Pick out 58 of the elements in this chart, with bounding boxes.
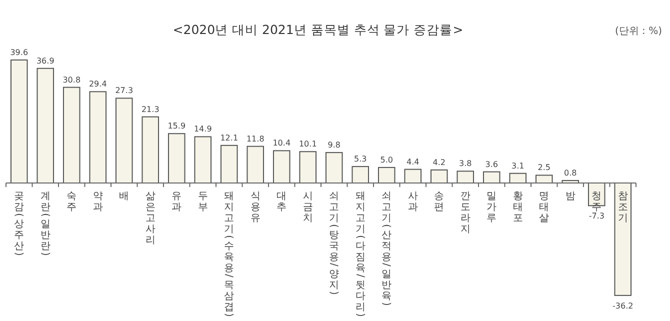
data-label: 30.8: [62, 75, 81, 84]
x-tick-label: 숙주: [66, 191, 77, 213]
bar: [325, 152, 343, 184]
x-tick-label: 두부: [198, 191, 208, 213]
data-label: 29.4: [88, 80, 107, 89]
data-label: 3.6: [485, 160, 498, 169]
x-tick-label: 대추: [276, 191, 287, 213]
data-label: 36.9: [36, 56, 54, 66]
data-label: 15.9: [168, 122, 186, 131]
data-label: 5.0: [380, 155, 393, 164]
bar: [430, 169, 448, 184]
data-label: 2.5: [538, 163, 550, 172]
bar: [456, 170, 474, 184]
data-label: 9.8: [328, 140, 340, 150]
bar: [246, 146, 264, 184]
data-label: 5.3: [354, 154, 367, 164]
chart-title: <2020년 대비 2021년 품목별 추석 물가 증감률>: [172, 22, 464, 37]
data-label: 12.1: [220, 133, 238, 142]
x-tick-label: 유과: [172, 191, 182, 213]
data-label: 3.1: [512, 161, 524, 170]
bar: [509, 172, 527, 184]
bar: [352, 166, 370, 184]
data-label: 27.3: [115, 86, 134, 96]
data-label: -36.2: [612, 301, 634, 310]
x-tick-label: 밤: [565, 191, 576, 202]
text: (단위 : %): [614, 26, 662, 37]
x-tick-label: 약과: [92, 191, 103, 213]
data-label: 11.8: [246, 134, 264, 144]
data-label: 21.3: [141, 104, 160, 114]
data-label: 14.9: [194, 124, 212, 134]
bar: [299, 151, 317, 184]
data-label: 39.6: [10, 48, 28, 57]
data-label: 10.4: [272, 138, 291, 148]
bar: [614, 182, 632, 296]
bar: [482, 171, 500, 184]
bar: [194, 136, 212, 184]
data-label: 0.8: [564, 168, 577, 178]
x-tick-label: 배: [119, 191, 130, 202]
bar: [168, 133, 186, 184]
x-tick-label: 사과: [408, 191, 418, 213]
bar: [89, 91, 107, 184]
data-label: 3.8: [459, 159, 472, 168]
bar: [404, 168, 422, 184]
bar: [115, 98, 133, 184]
bar: [378, 166, 396, 184]
bar: [36, 68, 54, 184]
data-label: 4.2: [432, 158, 446, 167]
bar: [220, 144, 238, 184]
bar: [272, 150, 290, 184]
data-label: -7.3: [588, 212, 604, 221]
bar: [142, 116, 160, 184]
data-label: 4.4: [406, 157, 420, 166]
x-tick-label: 송편: [434, 191, 444, 213]
bar: [535, 174, 553, 184]
bar: [62, 86, 80, 184]
bar: [10, 60, 28, 184]
x-tick-label: 청주: [592, 191, 602, 213]
data-label: 10.1: [298, 140, 317, 149]
